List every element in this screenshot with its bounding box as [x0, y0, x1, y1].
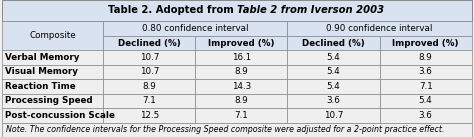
- Text: 7.1: 7.1: [235, 111, 248, 120]
- Bar: [380, 94, 472, 108]
- Text: Table 2 from Iverson 2003: Table 2 from Iverson 2003: [237, 5, 384, 15]
- Bar: [288, 94, 380, 108]
- Bar: [288, 50, 380, 65]
- Bar: [380, 36, 472, 50]
- Bar: [2, 108, 103, 122]
- Text: Improved (%): Improved (%): [208, 38, 275, 48]
- Bar: [195, 36, 288, 50]
- Bar: [2, 21, 103, 50]
- Bar: [103, 108, 195, 122]
- Text: 5.4: 5.4: [419, 96, 432, 105]
- Bar: [288, 36, 380, 50]
- Text: 8.9: 8.9: [419, 53, 432, 62]
- Text: 12.5: 12.5: [140, 111, 159, 120]
- Bar: [2, 65, 103, 79]
- Text: 5.4: 5.4: [327, 82, 340, 91]
- Text: 3.6: 3.6: [419, 67, 432, 76]
- Text: 0.80 confidence interval: 0.80 confidence interval: [142, 24, 249, 33]
- Text: Verbal Memory: Verbal Memory: [5, 53, 80, 62]
- Bar: [195, 108, 288, 122]
- Text: Composite: Composite: [29, 31, 76, 40]
- Bar: [103, 65, 195, 79]
- Bar: [2, 122, 472, 137]
- Text: 10.7: 10.7: [324, 111, 343, 120]
- Bar: [2, 94, 103, 108]
- Bar: [103, 36, 195, 50]
- Text: 10.7: 10.7: [140, 67, 159, 76]
- Text: Post-concussion Scale: Post-concussion Scale: [5, 111, 115, 120]
- Text: Processing Speed: Processing Speed: [5, 96, 93, 105]
- Text: Table 2. Adopted from: Table 2. Adopted from: [108, 5, 237, 15]
- Text: Reaction Time: Reaction Time: [5, 82, 76, 91]
- Bar: [2, 79, 103, 94]
- Bar: [103, 50, 195, 65]
- Text: Declined (%): Declined (%): [118, 38, 181, 48]
- Bar: [288, 21, 472, 36]
- Text: 14.3: 14.3: [232, 82, 251, 91]
- Text: Visual Memory: Visual Memory: [5, 67, 78, 76]
- Bar: [195, 94, 288, 108]
- Text: 0.90 confidence interval: 0.90 confidence interval: [327, 24, 433, 33]
- Bar: [380, 79, 472, 94]
- Bar: [2, 50, 103, 65]
- Text: 7.1: 7.1: [143, 96, 156, 105]
- Text: 5.4: 5.4: [327, 53, 340, 62]
- Text: Declined (%): Declined (%): [302, 38, 365, 48]
- Text: Improved (%): Improved (%): [392, 38, 459, 48]
- Bar: [195, 50, 288, 65]
- Bar: [195, 79, 288, 94]
- Bar: [288, 79, 380, 94]
- Text: 7.1: 7.1: [419, 82, 432, 91]
- Bar: [288, 108, 380, 122]
- Bar: [2, 0, 472, 21]
- Bar: [288, 65, 380, 79]
- Bar: [103, 79, 195, 94]
- Bar: [380, 65, 472, 79]
- Bar: [103, 21, 288, 36]
- Bar: [380, 50, 472, 65]
- Text: 3.6: 3.6: [419, 111, 432, 120]
- Text: 8.9: 8.9: [235, 67, 248, 76]
- Text: 8.9: 8.9: [235, 96, 248, 105]
- Text: 8.9: 8.9: [143, 82, 156, 91]
- Bar: [195, 65, 288, 79]
- Text: Note. The confidence intervals for the Processing Speed composite were adjusted : Note. The confidence intervals for the P…: [6, 125, 444, 134]
- Text: 16.1: 16.1: [232, 53, 251, 62]
- Text: 3.6: 3.6: [327, 96, 340, 105]
- Text: 5.4: 5.4: [327, 67, 340, 76]
- Bar: [380, 108, 472, 122]
- Bar: [103, 94, 195, 108]
- Text: 10.7: 10.7: [140, 53, 159, 62]
